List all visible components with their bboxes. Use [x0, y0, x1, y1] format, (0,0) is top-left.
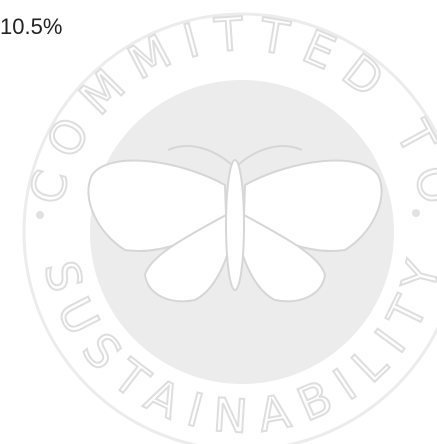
- page: COMMITTED TO SUSTAINABILITY 10.5%: [0, 0, 437, 444]
- badge-dot: [36, 211, 44, 219]
- badge-dot: [412, 209, 420, 217]
- sustainability-badge: COMMITTED TO SUSTAINABILITY: [0, 0, 437, 444]
- metric-value: 10.5%: [0, 14, 62, 40]
- butterfly-body: [226, 160, 244, 290]
